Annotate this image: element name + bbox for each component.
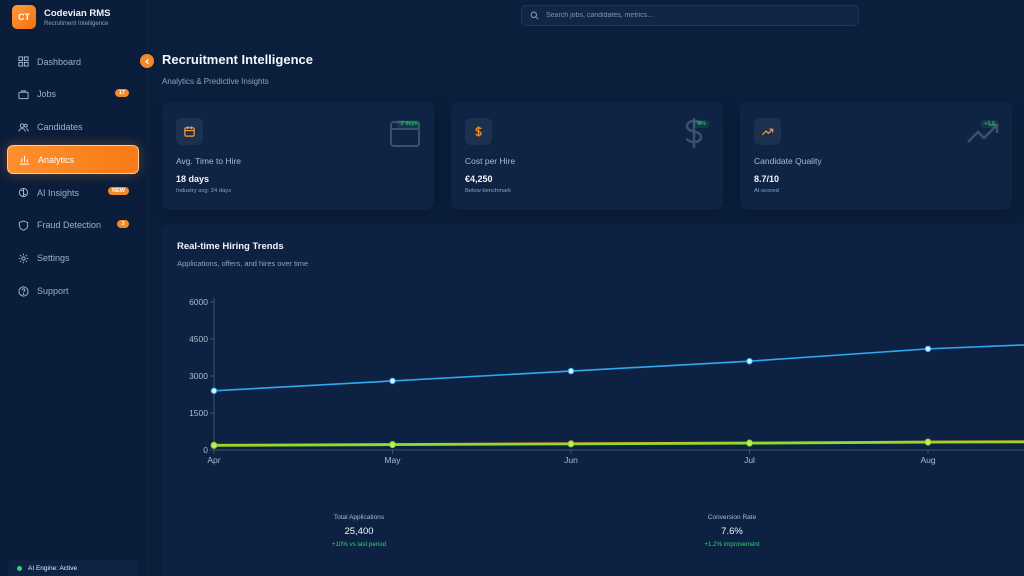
sidebar-item-label: Settings: [37, 253, 70, 264]
stat-total-applications: Total Applications 25,400 +10% vs last p…: [289, 514, 429, 548]
sidebar-item-fraud-detection[interactable]: Fraud Detection 3: [7, 211, 139, 240]
data-point: [210, 387, 218, 395]
delta-chip: +0.5: [981, 120, 998, 128]
gear-icon: [18, 253, 29, 264]
search-icon: [530, 11, 539, 20]
users-icon: [18, 122, 29, 133]
kpi-note: Below benchmark: [465, 188, 512, 194]
calendar-watermark-icon: [390, 121, 420, 147]
y-tick-label: 3000: [189, 371, 208, 381]
sidebar-item-label: Fraud Detection: [37, 220, 102, 231]
sidebar-item-label: Dashboard: [37, 56, 82, 67]
sidebar-nav: Dashboard Jobs 17 Candidates Analytics: [7, 47, 139, 309]
kpi-card-time-to-hire[interactable]: -2 days Avg. Time to Hire 18 days Indust…: [162, 102, 434, 210]
kpi-note: AI-scored: [754, 188, 779, 194]
page-title: Recruitment Intelligence: [162, 52, 313, 67]
collapse-sidebar-button[interactable]: [140, 54, 154, 68]
chart-title: Real-time Hiring Trends: [177, 241, 284, 252]
data-point: [746, 440, 753, 447]
trending-up-watermark-icon: [967, 123, 999, 143]
y-tick-label: 6000: [189, 297, 208, 307]
x-tick-label: Apr: [207, 455, 220, 465]
trending-up-icon: [754, 118, 781, 145]
brand-logo: CT: [12, 5, 36, 29]
stat-delta: +10% vs last period: [331, 541, 387, 548]
chevron-left-icon: [144, 58, 149, 64]
ai-engine-status: AI Engine: Active: [8, 560, 138, 576]
calendar-icon: [176, 118, 203, 145]
data-point: [210, 442, 218, 449]
brain-icon: [18, 187, 29, 198]
sidebar: CT Codevian RMS Recruitment Intelligence…: [0, 0, 148, 576]
hiring-trends-panel: Real-time Hiring Trends Applications, of…: [162, 224, 1024, 576]
y-tick-label: 0: [203, 445, 208, 455]
stat-delta: +1.2% improvement: [704, 541, 760, 548]
series-line: [213, 344, 1024, 392]
data-point: [924, 345, 932, 353]
ai-engine-status-text: AI Engine: Active: [28, 564, 78, 572]
kpi-note: Industry avg: 24 days: [176, 188, 232, 194]
hiring-trends-chart[interactable]: 0 1500 3000 4500 6000 Apr May Jun Jul Aug: [162, 224, 1024, 484]
kpi-card-candidate-quality[interactable]: +0.5 Candidate Quality 8.7/10 AI-scored: [740, 102, 1012, 210]
sidebar-item-candidates[interactable]: Candidates: [7, 113, 139, 142]
jobs-count-badge: 17: [114, 88, 129, 97]
x-tick-label: Aug: [920, 455, 935, 465]
sidebar-item-dashboard[interactable]: Dashboard: [7, 47, 139, 76]
kpi-value: 8.7/10: [754, 174, 780, 184]
chart-subtitle: Applications, offers, and hires over tim…: [177, 259, 309, 268]
y-tick-label: 1500: [189, 408, 208, 418]
delta-chip: -2 days: [395, 120, 420, 128]
brand-name: Codevian RMS: [44, 7, 111, 19]
sidebar-item-analytics[interactable]: Analytics: [7, 145, 139, 175]
kpi-label: Cost per Hire: [465, 156, 516, 166]
fraud-count-badge: 3: [117, 219, 129, 228]
search-input[interactable]: [546, 12, 846, 19]
briefcase-icon: [18, 89, 29, 100]
y-tick-label: 4500: [189, 334, 208, 344]
page-subtitle: Analytics & Predictive Insights: [162, 77, 269, 86]
x-tick-label: Jun: [564, 455, 578, 465]
status-dot: [17, 565, 22, 571]
data-point: [389, 377, 396, 385]
series-line: [213, 440, 1024, 447]
kpi-label: Candidate Quality: [754, 156, 822, 166]
data-point: [924, 439, 932, 446]
kpi-label: Avg. Time to Hire: [176, 156, 242, 166]
data-point: [567, 367, 575, 375]
shield-icon: [18, 220, 29, 231]
sidebar-item-ai-insights[interactable]: AI Insights NEW: [7, 178, 139, 207]
stat-value: 25,400: [344, 526, 374, 537]
sidebar-item-label: Candidates: [37, 122, 83, 133]
data-point: [567, 440, 575, 448]
sidebar-item-label: Jobs: [37, 89, 57, 100]
search-bar[interactable]: [521, 5, 859, 26]
sidebar-item-label: Analytics: [38, 154, 75, 165]
kpi-value: 18 days: [176, 174, 210, 184]
x-tick-label: Jul: [744, 455, 755, 465]
dollar-icon: [465, 118, 492, 145]
x-tick-label: May: [384, 455, 401, 465]
sidebar-item-label: Support: [37, 286, 69, 297]
help-icon: [18, 285, 29, 297]
stat-label: Total Applications: [333, 514, 385, 521]
stat-label: Conversion Rate: [707, 514, 757, 521]
data-point: [746, 357, 753, 365]
dollar-watermark-icon: [685, 118, 703, 148]
delta-chip: -8%: [693, 120, 709, 128]
kpi-value: €4,250: [465, 174, 493, 184]
sidebar-item-support[interactable]: Support: [7, 277, 139, 306]
new-badge: NEW: [108, 187, 129, 196]
grid-icon: [18, 56, 29, 67]
bar-chart-icon: [19, 154, 30, 165]
sidebar-item-settings[interactable]: Settings: [7, 244, 139, 273]
stat-value: 7.6%: [721, 526, 743, 537]
sidebar-item-jobs[interactable]: Jobs 17: [7, 80, 139, 109]
sidebar-item-label: AI Insights: [37, 187, 80, 198]
data-point: [389, 441, 396, 449]
stat-conversion-rate: Conversion Rate 7.6% +1.2% improvement: [662, 514, 802, 548]
brand-subtitle: Recruitment Intelligence: [44, 20, 109, 27]
brand[interactable]: CT Codevian RMS Recruitment Intelligence: [12, 5, 111, 29]
kpi-card-cost-per-hire[interactable]: -8% Cost per Hire €4,250 Below benchmark: [451, 102, 723, 210]
